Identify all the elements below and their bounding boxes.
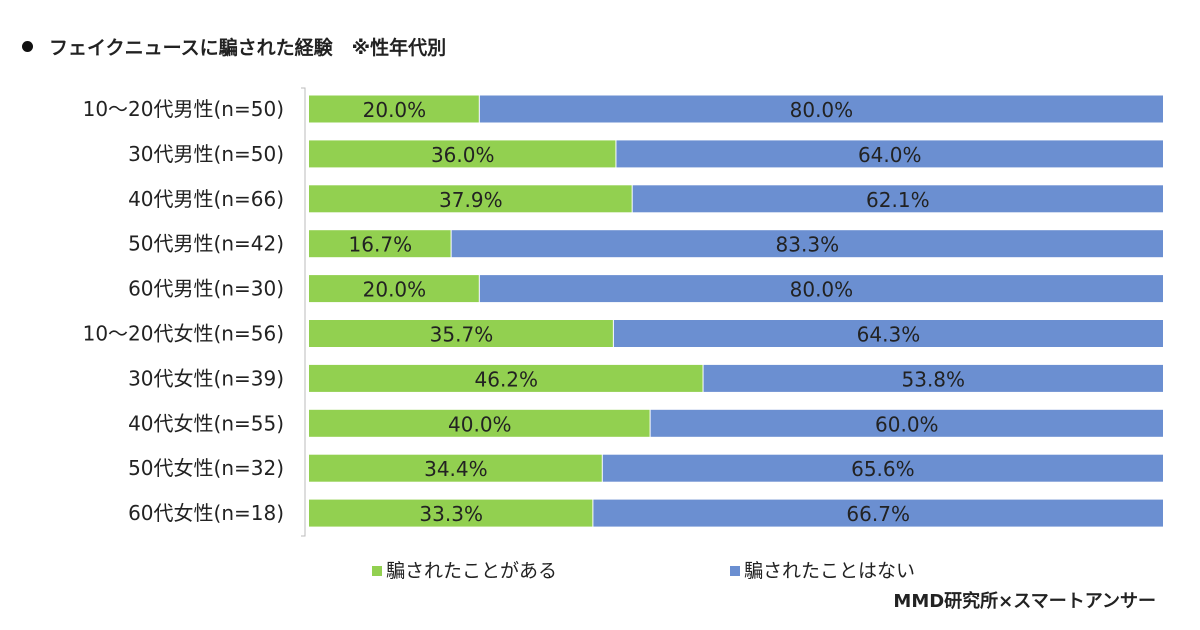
- category-label: 60代男性(n=30): [128, 277, 284, 301]
- bar-segment-yes: [309, 140, 616, 168]
- data-label: 34.4%: [424, 457, 488, 481]
- data-label: 66.7%: [846, 502, 910, 526]
- bar-segment-yes: [309, 95, 479, 123]
- chart-title-row: フェイクニュースに騙された経験 ※性年代別: [22, 33, 446, 60]
- legend-swatch-blue: [730, 566, 740, 576]
- category-label: 10～20代女性(n=56): [83, 322, 284, 346]
- legend-swatch-green: [372, 566, 382, 576]
- data-label: 16.7%: [349, 233, 413, 257]
- category-label: 50代女性(n=32): [128, 456, 284, 480]
- bar-segment-yes: [309, 454, 602, 482]
- category-label: 40代女性(n=55): [128, 411, 284, 435]
- bar-segment-yes: [309, 185, 632, 213]
- bullet-icon: [22, 41, 33, 52]
- category-label: 30代女性(n=39): [128, 366, 284, 390]
- data-label: 60.0%: [875, 412, 939, 436]
- category-axis: [301, 87, 306, 537]
- bar-segment-no: [613, 320, 1163, 347]
- bar-segment-no: [479, 95, 1163, 123]
- legend-label: 騙されたことがある: [386, 560, 558, 582]
- data-label: 36.0%: [431, 143, 495, 167]
- bar-segment-no: [602, 454, 1163, 482]
- category-label: 10～20代男性(n=50): [83, 97, 284, 121]
- legend-label: 騙されたことはない: [744, 560, 916, 582]
- data-label: 80.0%: [790, 98, 854, 122]
- category-label: 60代女性(n=18): [128, 501, 284, 525]
- data-label: 65.6%: [851, 457, 915, 481]
- source-credit: MMD研究所×スマートアンサー: [893, 591, 1156, 612]
- bar-segment-no: [703, 364, 1163, 392]
- category-label: 40代男性(n=66): [128, 187, 284, 211]
- bar-segment-yes: [309, 275, 479, 303]
- bar-segment-yes: [309, 320, 613, 347]
- data-label: 64.3%: [857, 323, 921, 347]
- data-label: 46.2%: [475, 367, 539, 391]
- data-label: 37.9%: [439, 188, 503, 212]
- bar-segment-no: [650, 409, 1163, 437]
- data-label: 35.7%: [430, 323, 494, 347]
- data-label: 33.3%: [419, 502, 483, 526]
- data-label: 83.3%: [776, 233, 840, 257]
- category-label: 30代男性(n=50): [128, 142, 284, 166]
- data-label: 40.0%: [448, 412, 512, 436]
- data-label: 20.0%: [363, 98, 427, 122]
- bar-segment-no: [593, 499, 1163, 527]
- data-label: 64.0%: [858, 143, 922, 167]
- bar-segment-no: [632, 185, 1163, 213]
- bar-segment-yes: [309, 409, 650, 437]
- bar-segment-yes: [309, 230, 451, 258]
- bar-segment-no: [479, 275, 1163, 303]
- chart-title: フェイクニュースに騙された経験 ※性年代別: [49, 37, 447, 59]
- bar-segment-yes: [309, 499, 593, 527]
- bar-segment-no: [616, 140, 1163, 168]
- data-label: 53.8%: [902, 367, 966, 391]
- category-label: 50代男性(n=42): [128, 232, 284, 256]
- data-label: 20.0%: [363, 278, 427, 302]
- data-label: 80.0%: [790, 278, 854, 302]
- bar-segment-no: [451, 230, 1163, 258]
- data-label: 62.1%: [866, 188, 930, 212]
- bar-segment-yes: [309, 364, 703, 392]
- legend-item-yes: 騙されたことがある: [372, 556, 557, 583]
- legend-item-no: 騙されたことはない: [730, 556, 915, 583]
